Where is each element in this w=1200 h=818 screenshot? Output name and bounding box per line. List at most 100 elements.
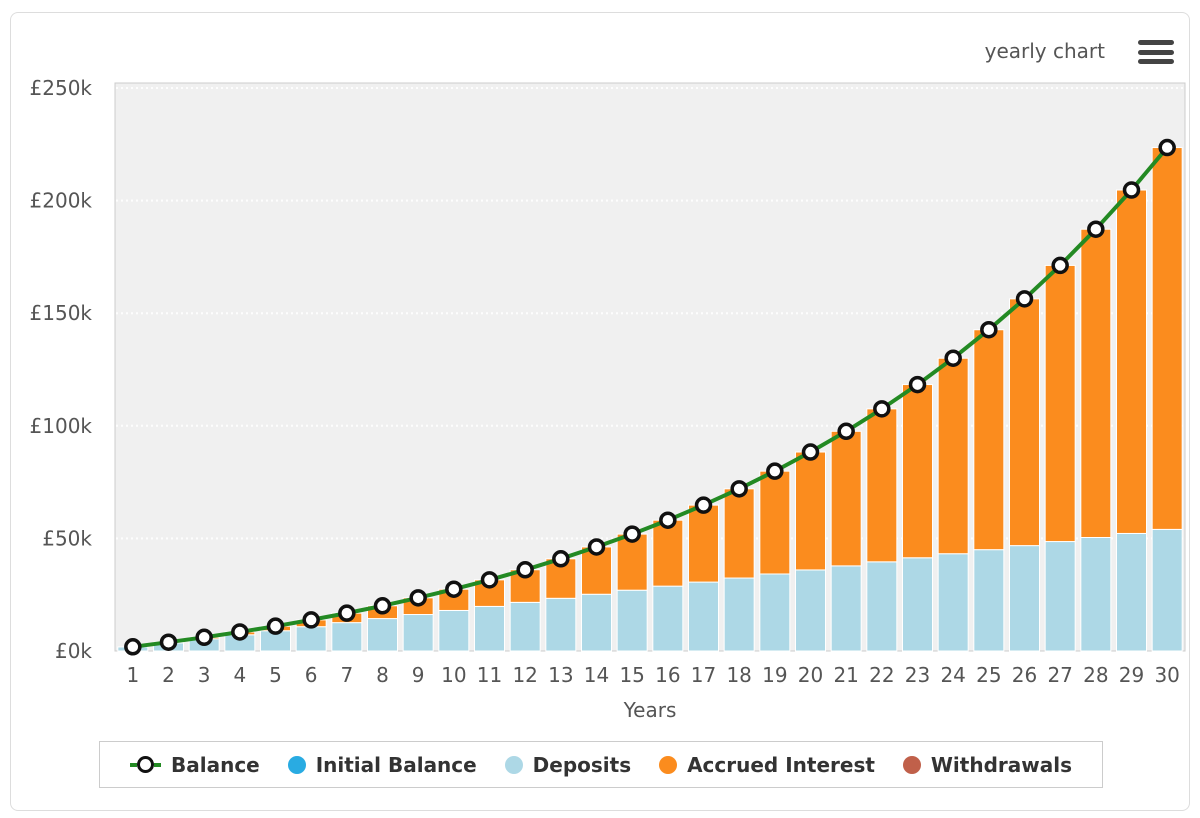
deposits-bar[interactable] [1009, 545, 1040, 652]
x-axis-tick-label: 28 [1083, 663, 1108, 687]
balance-point[interactable] [944, 349, 962, 367]
deposits-bar[interactable] [759, 573, 791, 652]
accrued-interest-bar[interactable] [759, 470, 791, 575]
legend-item-balance[interactable]: Balance [130, 753, 260, 777]
balance-point[interactable] [1051, 256, 1069, 275]
accrued-interest-bar[interactable] [652, 519, 684, 587]
deposits-bar[interactable] [616, 589, 648, 652]
x-axis-tick-label: 5 [269, 663, 282, 687]
balance-point[interactable] [908, 375, 927, 394]
accrued-interest-bar[interactable] [973, 329, 1005, 551]
deposits-bar[interactable] [688, 581, 719, 652]
deposits-bar[interactable] [937, 553, 969, 652]
balance-point[interactable] [766, 462, 784, 480]
initial-balance-dot-icon [287, 755, 306, 774]
deposits-bar[interactable] [1116, 532, 1147, 652]
deposits-bar[interactable] [402, 614, 434, 652]
balance-point[interactable] [409, 589, 427, 607]
deposits-bar[interactable] [973, 549, 1005, 652]
deposits-bar[interactable] [438, 609, 470, 652]
legend-label: Initial Balance [315, 752, 477, 777]
deposits-bar[interactable] [866, 561, 898, 652]
deposits-bar[interactable] [1151, 528, 1183, 652]
accrued-interest-bar[interactable] [830, 430, 862, 567]
balance-point[interactable] [730, 480, 748, 498]
legend-item-accrued-interest[interactable]: Accrued Interest [659, 753, 875, 777]
deposits-bar[interactable] [652, 585, 684, 652]
x-axis-tick-label: 6 [305, 663, 318, 687]
balance-point[interactable] [1015, 290, 1034, 308]
balance-point[interactable] [659, 511, 677, 529]
deposits-bar[interactable] [331, 622, 363, 652]
deposits-bar[interactable] [902, 557, 933, 652]
balance-point[interactable] [266, 617, 285, 635]
balance-point[interactable] [873, 400, 891, 418]
x-axis-tick-label: 27 [1047, 663, 1072, 687]
balance-point[interactable] [480, 571, 499, 589]
accrued-interest-bar[interactable] [795, 451, 826, 571]
y-axis-tick-label: £100k [30, 414, 93, 438]
balance-point[interactable] [445, 580, 463, 598]
x-axis-tick-label: 9 [412, 663, 425, 687]
balance-point[interactable] [837, 422, 855, 441]
legend-item-deposits[interactable]: Deposits [504, 752, 632, 777]
deposits-bar[interactable] [367, 618, 398, 652]
balance-point[interactable] [231, 623, 249, 641]
x-axis-tick-label: 13 [548, 663, 573, 687]
accrued-interest-bar[interactable] [1116, 189, 1147, 534]
legend-label: Withdrawals [930, 752, 1072, 777]
deposits-bar[interactable] [545, 597, 577, 652]
deposits-bar[interactable] [1080, 536, 1112, 652]
legend-label: Balance [171, 752, 260, 777]
balance-point[interactable] [623, 525, 641, 543]
balance-point[interactable] [302, 611, 320, 629]
accrued-interest-bar[interactable] [866, 408, 898, 563]
deposits-bar[interactable] [581, 593, 612, 652]
y-axis-tick-label: £150k [30, 301, 93, 325]
balance-point[interactable] [801, 443, 820, 461]
deposits-bar[interactable] [723, 577, 755, 652]
balance-point[interactable] [980, 320, 998, 339]
accrued-interest-bar[interactable] [688, 504, 719, 583]
deposits-bar[interactable] [1044, 541, 1076, 652]
legend-label: Deposits [532, 752, 632, 777]
x-axis-tick-label: 4 [233, 663, 246, 687]
accrued-interest-bar[interactable] [1009, 298, 1040, 547]
accrued-interest-bar[interactable] [937, 357, 969, 555]
accrued-interest-bar[interactable] [616, 533, 648, 591]
balance-point[interactable] [694, 496, 713, 514]
deposits-bar[interactable] [474, 605, 505, 652]
balance-point[interactable] [587, 538, 606, 556]
balance-point[interactable] [159, 633, 178, 651]
y-axis-tick-label: £0k [55, 639, 92, 663]
deposits-bar[interactable] [509, 601, 541, 652]
deposits-bar[interactable] [830, 565, 862, 652]
accrued-interest-bar[interactable] [723, 488, 755, 579]
accrued-interest-bar[interactable] [902, 384, 933, 559]
accrued-interest-bar[interactable] [1080, 228, 1112, 538]
x-axis-tick-label: 25 [976, 663, 1001, 687]
balance-point[interactable] [338, 604, 356, 622]
balance-point[interactable] [1122, 181, 1141, 199]
hamburger-menu-icon[interactable] [1138, 40, 1174, 64]
x-axis-tick-label: 10 [441, 663, 466, 687]
deposits-bar[interactable] [795, 569, 826, 652]
legend-item-initial-balance[interactable]: Initial Balance [287, 752, 477, 777]
legend-item-withdrawals[interactable]: Withdrawals [902, 752, 1072, 777]
balance-point[interactable] [552, 550, 570, 568]
menu-bar [1138, 40, 1174, 45]
deposits-bar[interactable] [295, 626, 327, 652]
balance-point[interactable] [1087, 220, 1105, 238]
accrued-interest-bar[interactable] [1044, 264, 1076, 543]
balance-point[interactable] [516, 561, 534, 579]
chart-view-label: yearly chart [984, 39, 1105, 63]
deposits-dot-icon [504, 755, 523, 774]
balance-point[interactable] [195, 628, 213, 647]
balance-point[interactable] [1158, 138, 1176, 157]
accrued-interest-bar[interactable] [1151, 147, 1183, 530]
balance-point[interactable] [124, 638, 142, 656]
x-axis-tick-label: 30 [1154, 663, 1179, 687]
x-axis-tick-label: 11 [477, 663, 502, 687]
balance-point[interactable] [373, 597, 392, 615]
